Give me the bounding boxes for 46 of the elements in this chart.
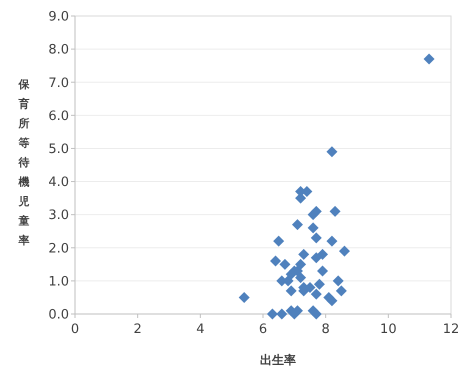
x-tick-label: 12	[442, 322, 460, 337]
point	[424, 54, 435, 65]
y-tick-label: 5.0	[48, 142, 69, 157]
point	[286, 285, 297, 296]
x-tick-label: 0	[70, 322, 80, 337]
x-tick-label: 2	[134, 322, 142, 337]
point	[330, 206, 341, 217]
y-tick-label: 2.0	[48, 241, 69, 256]
y-tick-label: 3.0	[48, 208, 69, 224]
point	[292, 219, 303, 230]
point	[276, 308, 288, 320]
point	[310, 232, 322, 244]
y-tick-label: 1.0	[48, 274, 69, 290]
point	[270, 256, 282, 267]
point	[336, 285, 347, 296]
point	[310, 206, 322, 217]
y-tick-label: 6.0	[48, 108, 69, 124]
point	[317, 265, 328, 276]
point	[317, 248, 328, 260]
x-tick-label: 4	[196, 322, 204, 337]
text: 保育所等待機児童率	[18, 78, 30, 247]
point	[310, 252, 322, 264]
point	[314, 278, 325, 290]
point	[273, 236, 284, 247]
point	[338, 246, 350, 257]
y-tick-label: 7.0	[48, 76, 69, 91]
y-tick-label: 8.0	[48, 42, 69, 58]
point	[326, 236, 338, 247]
x-axis-title: 出生率	[260, 353, 296, 367]
x-tick-label: 6	[258, 322, 268, 337]
point	[279, 258, 290, 270]
x-tick-label: 8	[322, 322, 330, 337]
point	[332, 275, 344, 286]
point	[295, 272, 306, 284]
point	[266, 308, 278, 320]
point	[310, 288, 322, 300]
y-tick-label: 4.0	[48, 175, 69, 190]
point	[310, 308, 322, 320]
y-tick-label: 9.0	[48, 10, 69, 25]
point	[298, 248, 310, 260]
point	[326, 146, 338, 158]
y-tick-label: 0.0	[48, 308, 69, 323]
point	[238, 292, 250, 303]
point	[326, 295, 338, 306]
x-tick-label: 10	[380, 322, 397, 337]
point	[308, 222, 319, 234]
